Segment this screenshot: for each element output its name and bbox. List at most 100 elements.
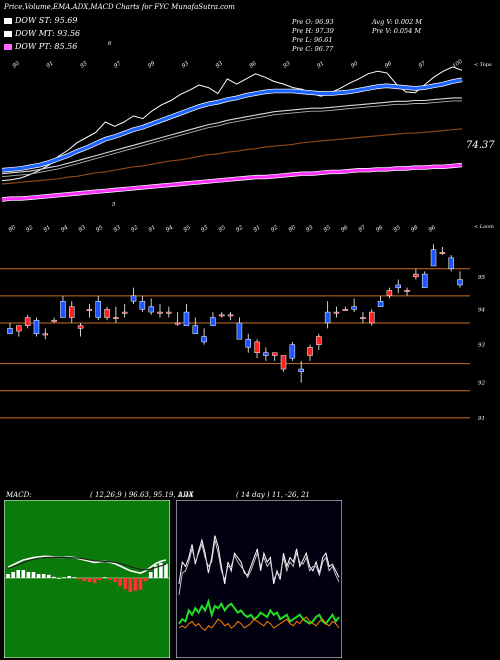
candle-body xyxy=(324,311,331,324)
candle-body xyxy=(42,333,49,336)
price-top-label: 96 xyxy=(375,224,385,233)
candle-body xyxy=(245,338,251,348)
candle-body xyxy=(280,355,287,370)
ema-top-label: 93 xyxy=(79,60,89,69)
ema-line-ema-mid-2 xyxy=(1,100,462,178)
stat-pre-high: Pre H: 97.39 xyxy=(292,27,334,35)
price-top-label: 96 xyxy=(428,224,438,233)
candle-body xyxy=(201,336,207,343)
candle-body xyxy=(148,306,154,313)
candle-body xyxy=(271,352,278,356)
candle-body xyxy=(421,273,428,288)
macd-signal-line xyxy=(7,556,167,571)
ema-top-label: 90 xyxy=(12,60,22,69)
candle-body xyxy=(395,284,401,288)
price-top-label: 90 xyxy=(8,224,18,233)
ema-bottom-label: 5 xyxy=(112,202,116,208)
macd-histogram-bar xyxy=(123,578,128,590)
price-y-tick: 94 xyxy=(478,307,485,313)
candle-body xyxy=(307,347,313,356)
ema-top-label: 100 xyxy=(452,58,464,69)
macd-params: ( 12,26,9 ) 96.63, 95.19, 1.44 xyxy=(90,491,194,499)
ema-top-label: 96 xyxy=(384,60,394,69)
price-top-label: 93 xyxy=(200,224,210,233)
macd-histogram-bar xyxy=(133,578,138,591)
candle-body xyxy=(51,319,57,322)
ema-top-label: 93 xyxy=(215,60,225,69)
candle-body xyxy=(298,368,304,373)
macd-histogram-bar xyxy=(138,578,143,590)
adx-line-minus_di xyxy=(178,539,340,596)
ema-corner-text: < Topa xyxy=(474,62,492,68)
ema-line-ema_pt xyxy=(1,163,463,201)
ema-top-label: 91 xyxy=(316,61,325,70)
candle-body xyxy=(69,306,75,318)
price-top-label: 95 xyxy=(95,224,105,233)
candle-body xyxy=(95,300,101,318)
price-top-label: 96 xyxy=(340,224,350,233)
stat-pre-low: Pre L: 96.61 xyxy=(292,36,333,44)
price-top-label: 93 xyxy=(113,224,123,233)
candle-body xyxy=(192,325,199,335)
candle-body xyxy=(351,306,357,310)
macd-histogram-bar xyxy=(11,572,15,578)
macd-histogram-bar xyxy=(46,574,51,578)
price-top-label: 95 xyxy=(218,224,228,233)
price-top-label: 95 xyxy=(393,224,403,233)
price-corner-text: < Loom xyxy=(474,224,494,230)
macd-histogram-bar xyxy=(52,576,56,578)
stat-pre-close: Pre C: 96.77 xyxy=(292,45,334,53)
legend-swatch xyxy=(4,18,12,24)
macd-histogram-bar xyxy=(164,564,168,578)
legend-swatch xyxy=(4,31,12,37)
ema-top-label: 90 xyxy=(350,60,360,69)
adx-background xyxy=(176,500,342,658)
price-y-tick: 95 xyxy=(478,275,485,281)
candle-body xyxy=(316,336,322,345)
candle-body xyxy=(457,279,463,286)
price-top-label: 90 xyxy=(288,224,298,233)
ema-line-ema_long xyxy=(1,128,463,185)
candle-body xyxy=(121,311,128,314)
legend-dow-pt: DOW PT: 85.56 xyxy=(4,42,77,51)
candle-body xyxy=(86,309,93,311)
macd-histogram-bar xyxy=(113,578,117,582)
candle-body xyxy=(219,314,225,317)
candle-body xyxy=(139,300,146,310)
price-top-label: 94 xyxy=(60,224,70,233)
adx-chart xyxy=(176,500,342,658)
candle-body xyxy=(7,328,13,335)
price-top-label: 91 xyxy=(148,225,157,234)
stat-avg-volume: Avg V: 0.002 M xyxy=(372,18,422,26)
macd-histogram-bar xyxy=(97,578,102,580)
candle-body xyxy=(386,290,393,297)
price-y-tick: 93 xyxy=(478,343,485,349)
price-top-label: 92 xyxy=(270,224,280,233)
candle-body xyxy=(60,300,66,318)
candle-body xyxy=(183,311,190,326)
candle-body xyxy=(227,314,234,317)
ema-axis-label: 74.37 xyxy=(466,140,495,151)
macd-histogram-bar xyxy=(128,578,133,592)
candle-body xyxy=(157,311,163,314)
macd-histogram-bar xyxy=(148,572,153,578)
price-top-label: 94 xyxy=(165,224,175,233)
candle-body xyxy=(430,249,437,267)
macd-histogram-bar xyxy=(82,578,87,582)
macd-line xyxy=(7,555,167,575)
legend-dow-st: DOW ST: 95.69 xyxy=(4,16,77,25)
macd-histogram-bar xyxy=(6,574,10,578)
candle-body xyxy=(254,341,260,354)
macd-histogram-bar xyxy=(103,577,107,578)
ema-line-price xyxy=(1,66,463,182)
candle-body xyxy=(369,311,375,324)
price-top-label: 92 xyxy=(130,224,140,233)
ema-line-ema_mid xyxy=(1,97,462,175)
price-top-label: 93 xyxy=(305,224,315,233)
price-top-label: 91 xyxy=(253,225,262,234)
candle-body xyxy=(342,309,349,311)
ema-top-label: 93 xyxy=(181,60,191,69)
ema-top-label: 99 xyxy=(147,60,157,69)
macd-histogram-bar xyxy=(62,577,66,578)
macd-histogram-bar xyxy=(67,576,71,578)
